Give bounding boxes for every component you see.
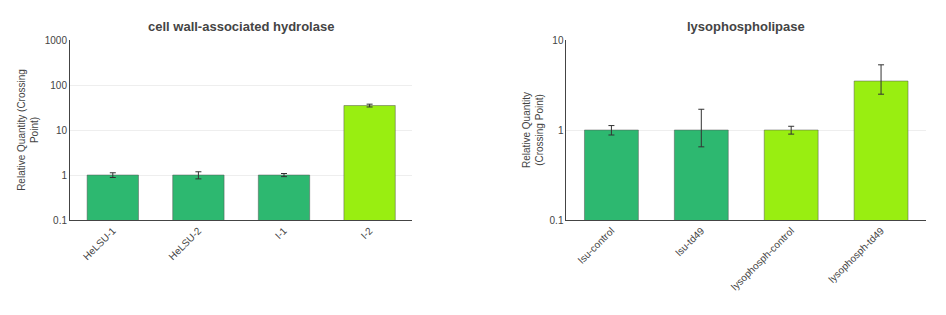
svg-text:Relative Quantity (CrossingPoi: Relative Quantity (CrossingPoint) [16,69,40,191]
svg-text:1000: 1000 [45,35,68,46]
svg-text:lsu-control: lsu-control [576,225,616,265]
svg-text:lysophosph-td49: lysophosph-td49 [826,225,886,285]
svg-text:100: 100 [50,80,67,91]
svg-text:I-1: I-1 [273,225,289,241]
svg-text:I-2: I-2 [359,225,375,241]
svg-text:cell wall-associated hydrolase: cell wall-associated hydrolase [148,19,334,34]
svg-text:10: 10 [552,35,564,46]
svg-text:1: 1 [61,170,67,181]
svg-text:1: 1 [558,125,564,136]
svg-text:HeLSU-1: HeLSU-1 [81,225,118,262]
svg-text:lsu-td49: lsu-td49 [673,225,706,258]
svg-text:Relative Quantity(Crossing Poi: Relative Quantity(Crossing Point) [521,92,545,168]
svg-text:lysophosph-control: lysophosph-control [729,225,796,292]
svg-text:0.1: 0.1 [550,215,564,226]
svg-text:10: 10 [56,125,68,136]
svg-text:lysophospholipase: lysophospholipase [687,19,805,34]
svg-text:HeLSU-2: HeLSU-2 [166,225,203,262]
svg-text:0.1: 0.1 [53,215,67,226]
